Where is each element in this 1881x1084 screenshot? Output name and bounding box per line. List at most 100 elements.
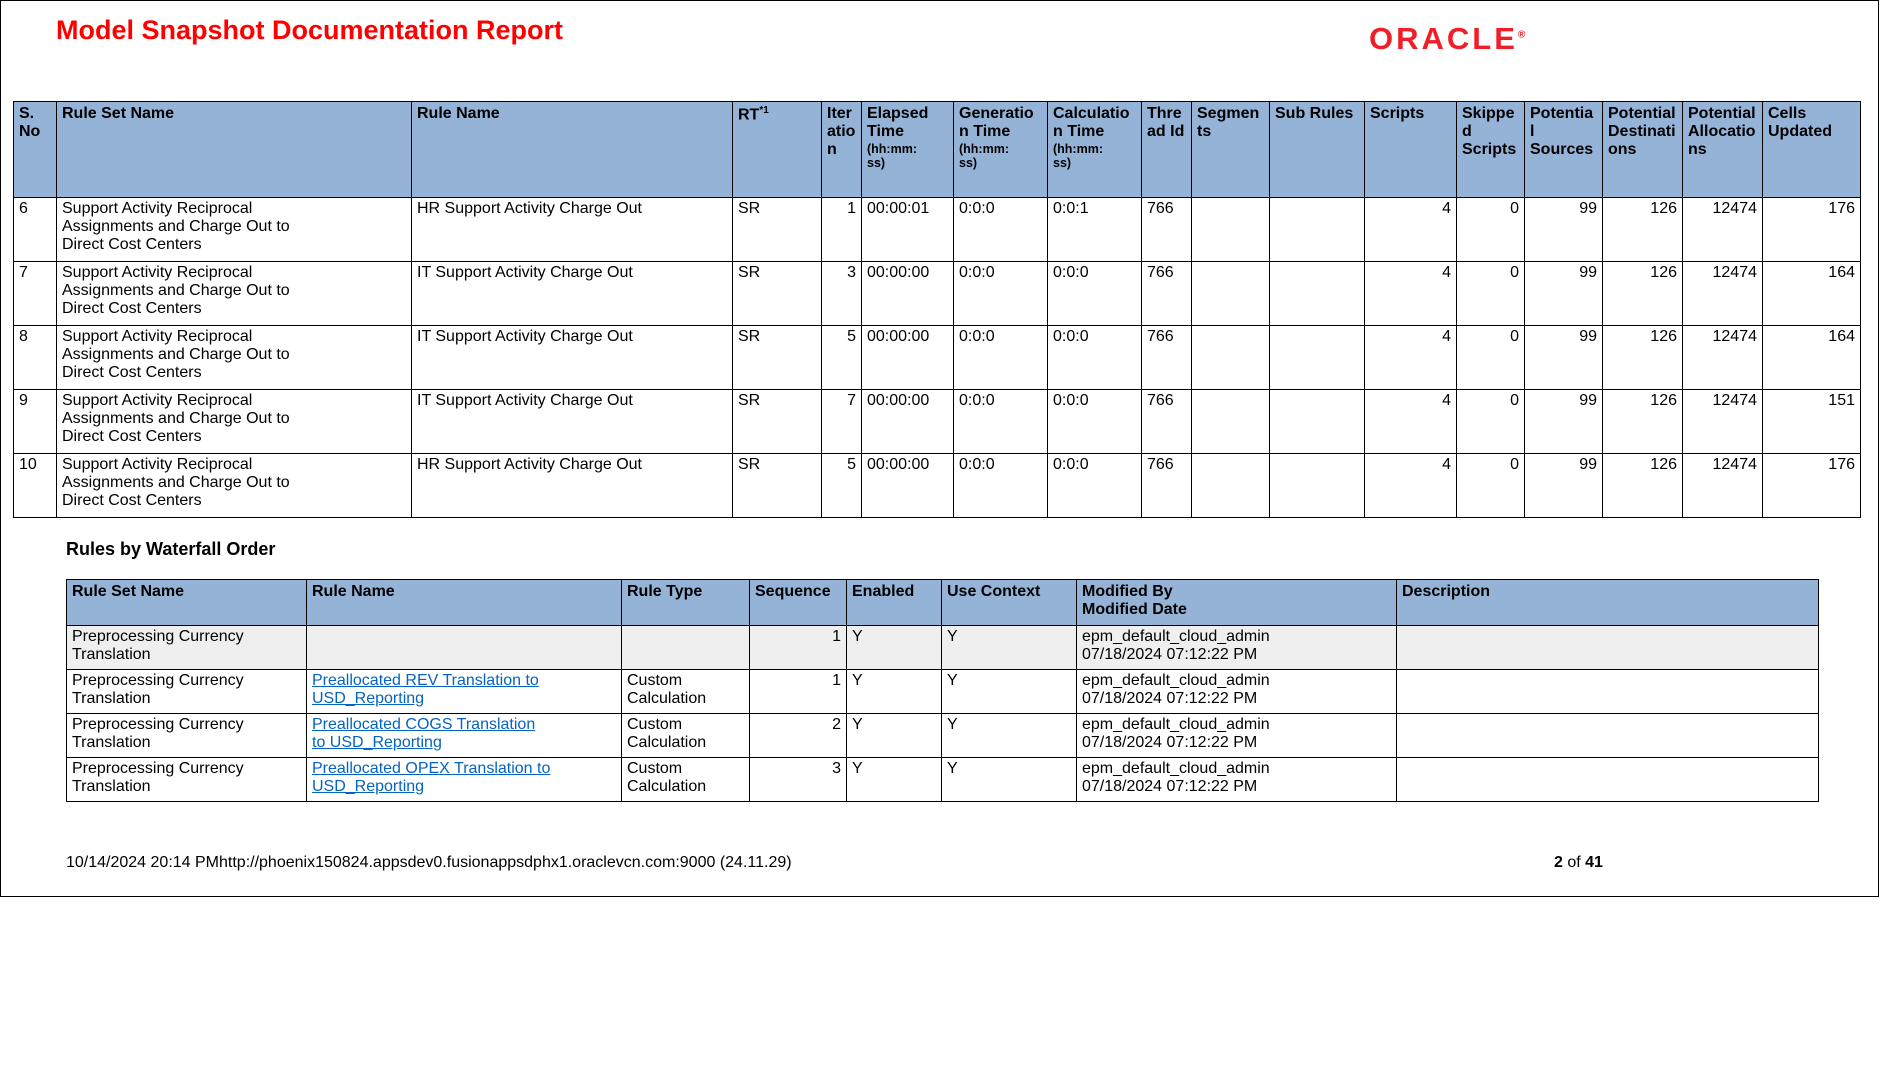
stats-table-cell: 0:0:0 (953, 325, 1048, 390)
stats-table-cell: 3 (821, 261, 862, 326)
stats-table-row: 6 Support Activity Reciprocal Assignments… (13, 197, 1861, 262)
waterfall-table-cell: Custom Calculation (621, 669, 750, 714)
stats-table-cell: SR (732, 389, 822, 454)
stats-table-cell: 151 (1762, 389, 1861, 454)
waterfall-table-cell (621, 625, 750, 670)
stats-header-row: S. No Rule Set Name Rule Name RT*1 Iteration… (13, 101, 1861, 198)
rules-stats-table: S. No Rule Set Name Rule Name RT*1 Iteration… (13, 101, 1861, 518)
waterfall-table-cell: 1 (749, 669, 847, 714)
stats-table-cell: 4 (1364, 197, 1457, 262)
waterfall-table-cell: Preallocated OPEX Translation to USD_Rep… (306, 757, 622, 802)
stats-table-cell: 0:0:0 (1047, 261, 1142, 326)
stats-table-cell: 7 (13, 261, 57, 326)
stats-table-cell: 99 (1524, 453, 1603, 518)
stats-table-row: 9 Support Activity Reciprocal Assignments… (13, 389, 1861, 454)
waterfall-header-row: Rule Set Name Rule Name Rule Type Sequence E… (66, 579, 1819, 626)
waterfall-table-cell: Preallocated REV Translation to USD_Repo… (306, 669, 622, 714)
stats-table-cell: 00:00:00 (861, 261, 954, 326)
waterfall-column-header: Use Context (941, 579, 1077, 626)
stats-table-cell: 12474 (1682, 197, 1763, 262)
stats-table-cell: 126 (1602, 389, 1683, 454)
waterfall-table-cell: Y (941, 625, 1077, 670)
waterfall-table-cell (306, 625, 622, 670)
rule-name-link[interactable]: Preallocated OPEX Translation to USD_Rep… (312, 760, 551, 795)
stats-table-cell: 126 (1602, 453, 1683, 518)
waterfall-table-cell: Y (941, 713, 1077, 758)
rule-name-link[interactable]: Preallocated REV Translation to USD_Repo… (312, 672, 539, 707)
stats-table-cell: 766 (1141, 197, 1192, 262)
waterfall-table-cell: Preprocessing Currency Translation (66, 757, 307, 802)
waterfall-table-cell (1396, 757, 1819, 802)
waterfall-table-cell: Preprocessing Currency Translation (66, 669, 307, 714)
stats-column-header: Scripts (1364, 101, 1457, 198)
stats-table-cell: Support Activity Reciprocal Assignments … (56, 389, 412, 454)
stats-table-cell: IT Support Activity Charge Out (411, 325, 733, 390)
waterfall-table-cell: Y (941, 669, 1077, 714)
stats-table-cell: 5 (821, 325, 862, 390)
waterfall-table-cell (1396, 669, 1819, 714)
stats-table-cell: SR (732, 453, 822, 518)
waterfall-table-cell: epm_default_cloud_admin 07/18/2024 07:12… (1076, 757, 1397, 802)
stats-table-cell: 126 (1602, 325, 1683, 390)
stats-table-cell: 5 (821, 453, 862, 518)
stats-table-cell: SR (732, 325, 822, 390)
stats-table-cell: 0 (1456, 453, 1525, 518)
stats-table-cell: 99 (1524, 261, 1603, 326)
waterfall-column-header: Rule Set Name (66, 579, 307, 626)
waterfall-table-cell: epm_default_cloud_admin 07/18/2024 07:12… (1076, 669, 1397, 714)
waterfall-column-header: Description (1396, 579, 1819, 626)
waterfall-column-header: Rule Name (306, 579, 622, 626)
waterfall-table-cell: Custom Calculation (621, 713, 750, 758)
stats-table-cell: 8 (13, 325, 57, 390)
stats-table-cell: 1 (821, 197, 862, 262)
waterfall-table-cell: Custom Calculation (621, 757, 750, 802)
waterfall-table-cell: Y (846, 669, 942, 714)
stats-table-cell: 766 (1141, 261, 1192, 326)
waterfall-column-header: Modified By Modified Date (1076, 579, 1397, 626)
stats-table-cell: 164 (1762, 261, 1861, 326)
stats-table-cell (1269, 261, 1365, 326)
stats-column-header: Sub Rules (1269, 101, 1365, 198)
stats-table-cell: 164 (1762, 325, 1861, 390)
waterfall-table-cell: Y (846, 713, 942, 758)
stats-table-cell: 12474 (1682, 325, 1763, 390)
stats-table-cell: 12474 (1682, 389, 1763, 454)
stats-table-cell: 0:0:0 (953, 389, 1048, 454)
waterfall-table-row: Preprocessing Currency Translation Preall… (66, 713, 1819, 758)
stats-table-cell: IT Support Activity Charge Out (411, 389, 733, 454)
waterfall-column-header: Rule Type (621, 579, 750, 626)
stats-table-cell (1191, 325, 1270, 390)
stats-table-cell: 00:00:01 (861, 197, 954, 262)
stats-table-cell: 176 (1762, 197, 1861, 262)
footer-page-number: 2 of 41 (1554, 854, 1603, 872)
stats-table-cell: 4 (1364, 325, 1457, 390)
waterfall-table-cell: Y (846, 757, 942, 802)
rule-name-link[interactable]: Preallocated COGS Translation to USD_Rep… (312, 716, 536, 751)
stats-table-cell: IT Support Activity Charge Out (411, 261, 733, 326)
stats-table-cell: 766 (1141, 325, 1192, 390)
oracle-logo: ORACLE® (1369, 21, 1525, 57)
stats-table-cell: 4 (1364, 261, 1457, 326)
stats-table-cell: 10 (13, 453, 57, 518)
report-page: Model Snapshot Documentation Report ORAC… (0, 0, 1879, 897)
footer-current-page: 2 (1554, 854, 1563, 871)
stats-table-cell: SR (732, 197, 822, 262)
page-title: Model Snapshot Documentation Report (56, 15, 564, 45)
stats-table-cell: 0:0:0 (953, 453, 1048, 518)
stats-table-cell: 766 (1141, 389, 1192, 454)
stats-table-cell (1191, 261, 1270, 326)
waterfall-table-cell: Y (846, 625, 942, 670)
stats-table-cell (1191, 197, 1270, 262)
waterfall-table-cell: Y (941, 757, 1077, 802)
stats-table-cell: 6 (13, 197, 57, 262)
stats-table-cell: 0 (1456, 261, 1525, 326)
waterfall-table-row: Preprocessing Currency Translation Preall… (66, 669, 1819, 714)
waterfall-table-cell: Preprocessing Currency Translation (66, 625, 307, 670)
waterfall-table-cell (1396, 625, 1819, 670)
stats-table-cell: 9 (13, 389, 57, 454)
stats-table-cell: 0:0:1 (1047, 197, 1142, 262)
waterfall-table-cell: Preprocessing Currency Translation (66, 713, 307, 758)
waterfall-column-header: Enabled (846, 579, 942, 626)
stats-table-row: 7 Support Activity Reciprocal Assignments… (13, 261, 1861, 326)
